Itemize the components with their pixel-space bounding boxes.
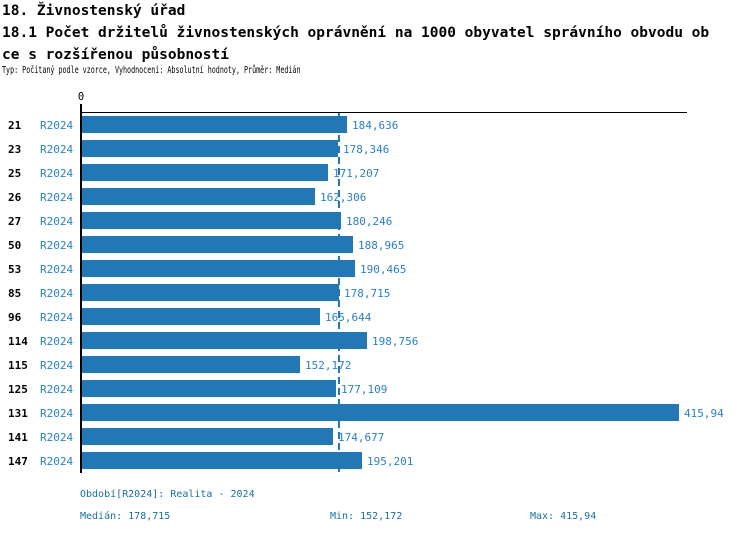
period-label: R2024 [40,119,74,132]
period-label: R2024 [40,191,74,204]
category-label: 85 [8,287,22,300]
bar [82,188,315,205]
period-label: R2024 [40,167,74,180]
value-label: 174,677 [338,431,385,444]
min-stat: Min: 152,172 [330,511,403,522]
indicator-title-line2: ce s rozšířenou působností [2,47,229,63]
value-label: 180,246 [346,215,393,228]
bar [82,452,362,469]
category-label: 53 [8,263,22,276]
period-legend: Období[R2024]: Realita - 2024 [80,489,255,500]
chart-row: 115 R2024 152,172 [0,356,750,380]
bar [82,116,347,133]
period-label: R2024 [40,383,74,396]
category-label: 27 [8,215,22,228]
chart-row: 25 R2024 171,207 [0,164,750,188]
value-label: 184,636 [352,119,399,132]
value-label: 195,201 [367,455,414,468]
period-label: R2024 [40,143,74,156]
category-label: 115 [8,359,28,372]
chart-row: 96 R2024 165,644 [0,308,750,332]
chart-row: 141 R2024 174,677 [0,428,750,452]
category-label: 50 [8,239,22,252]
chart-row: 85 R2024 178,715 [0,284,750,308]
bar [82,212,341,229]
period-label: R2024 [40,455,74,468]
category-label: 141 [8,431,28,444]
value-label: 178,715 [344,287,391,300]
chart-row: 50 R2024 188,965 [0,236,750,260]
period-label: R2024 [40,407,74,420]
chart-row: 23 R2024 178,346 [0,140,750,164]
period-label: R2024 [40,287,74,300]
chart-row: 21 R2024 184,636 [0,116,750,140]
median-stat: Medián: 178,715 [80,511,171,522]
category-label: 125 [8,383,28,396]
value-label: 165,644 [325,311,372,324]
report-section-title: 18. Živnostenský úřad [2,3,186,19]
period-label: R2024 [40,311,74,324]
x-axis-line [80,112,687,113]
category-label: 147 [8,455,28,468]
max-stat: Max: 415,94 [530,511,597,522]
bar [82,428,333,445]
y-axis-line [80,104,82,473]
category-label: 96 [8,311,22,324]
bar [82,356,300,373]
value-label: 190,465 [360,263,407,276]
period-label: R2024 [40,335,74,348]
category-label: 25 [8,167,22,180]
value-label: 188,965 [358,239,405,252]
bar [82,308,320,325]
value-label: 152,172 [305,359,352,372]
category-label: 23 [8,143,22,156]
median-line [338,113,340,472]
axis-zero-label: 0 [77,91,85,103]
indicator-title-line1: 18.1 Počet držitelů živnostenských opráv… [2,25,710,41]
bar [82,332,367,349]
chart-row: 114 R2024 198,756 [0,332,750,356]
value-label: 162,306 [320,191,367,204]
chart-row: 26 R2024 162,306 [0,188,750,212]
value-label: 198,756 [372,335,419,348]
value-label: 177,109 [341,383,388,396]
bar [82,164,328,181]
chart-row: 53 R2024 190,465 [0,260,750,284]
value-label: 415,94 [684,407,724,420]
category-label: 26 [8,191,22,204]
category-label: 114 [8,335,28,348]
category-label: 131 [8,407,28,420]
bar [82,404,679,421]
value-label: 171,207 [333,167,380,180]
chart-row: 147 R2024 195,201 [0,452,750,476]
period-label: R2024 [40,215,74,228]
bar [82,284,339,301]
chart-row: 125 R2024 177,109 [0,380,750,404]
bar [82,260,355,277]
value-label: 178,346 [343,143,390,156]
period-label: R2024 [40,239,74,252]
indicator-meta: Typ: Počítaný podle vzorce, Vyhodnocení:… [2,65,301,76]
period-label: R2024 [40,359,74,372]
bar [82,236,353,253]
chart-row: 27 R2024 180,246 [0,212,750,236]
chart-row: 131 R2024 415,94 [0,404,750,428]
category-label: 21 [8,119,22,132]
bar [82,380,336,397]
period-label: R2024 [40,263,74,276]
period-label: R2024 [40,431,74,444]
bar [82,140,338,157]
